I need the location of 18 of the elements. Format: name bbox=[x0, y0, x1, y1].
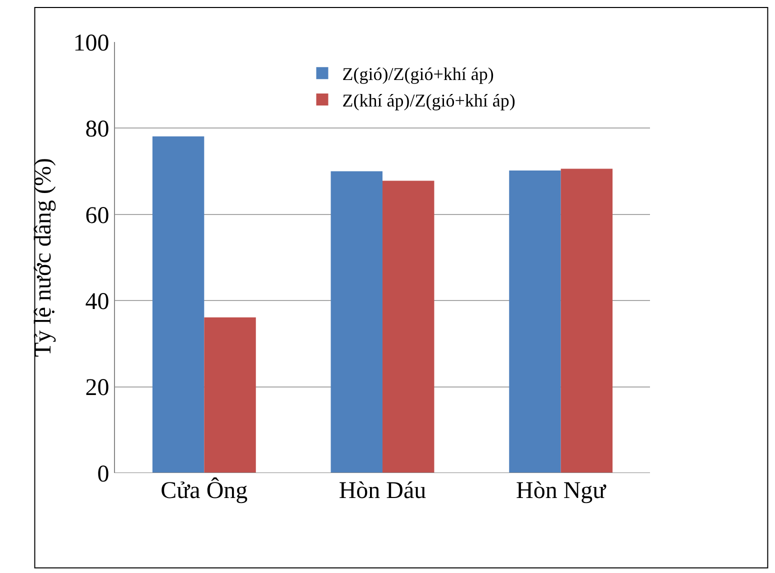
x-tick-label: Hòn Ngư bbox=[516, 478, 607, 504]
y-tick-label: 60 bbox=[85, 202, 110, 229]
bar bbox=[382, 180, 434, 473]
y-axis-title: Tỷ lệ nước dâng (%) bbox=[30, 158, 56, 357]
legend-label: Z(khí áp)/Z(gió+khí áp) bbox=[342, 90, 516, 111]
bar bbox=[204, 317, 256, 473]
x-tick-label: Cửa Ông bbox=[160, 477, 248, 504]
bar bbox=[560, 168, 613, 473]
y-tick-label: 40 bbox=[85, 289, 110, 315]
bar bbox=[509, 170, 561, 473]
x-tick-label: Hòn Dáu bbox=[338, 478, 426, 504]
y-tick-label: 0 bbox=[97, 461, 110, 488]
bar bbox=[330, 171, 382, 473]
legend-label: Z(gió)/Z(gió+khí áp) bbox=[342, 64, 494, 84]
y-tick-label: 20 bbox=[85, 375, 110, 402]
y-tick-label: 80 bbox=[85, 116, 110, 143]
y-tick-label: 100 bbox=[73, 30, 110, 56]
bar bbox=[152, 136, 204, 473]
